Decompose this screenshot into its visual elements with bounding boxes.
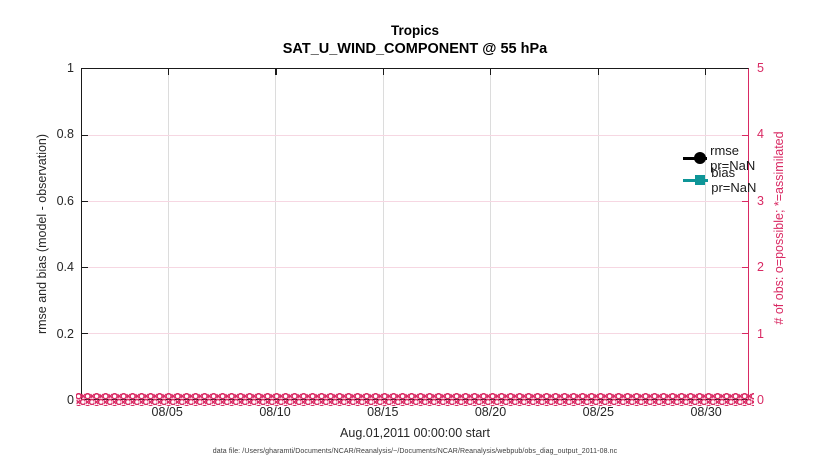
bias-line-sample (683, 174, 709, 185)
y-right-tick-label: 3 (757, 193, 764, 208)
x-tick-mark (597, 69, 599, 75)
y-right-tick-label: 0 (757, 393, 764, 407)
plot-area: rmse pr=NaN bias pr=NaN (81, 68, 756, 400)
legend-label-rmse: rmse pr=NaN (710, 143, 756, 173)
legend-item-bias: bias pr=NaN (683, 165, 765, 195)
y-left-tick-mark (82, 201, 88, 203)
x-tick-label: 08/05 (151, 405, 183, 419)
vertical-gridline (705, 69, 707, 399)
y-left-axis-title: rmse and bias (model - observation) (35, 133, 49, 335)
x-tick-mark (705, 69, 707, 75)
y-left-tick-label: 1 (67, 61, 74, 75)
y-left-tick-label: 0 (67, 393, 74, 407)
y-right-tick-label: 5 (757, 61, 764, 75)
plot-subtitle: SAT_U_WIND_COMPONENT @ 55 hPa (282, 41, 548, 57)
y-right-axis-title: # of obs: o=possible; *=assimilated (772, 131, 786, 325)
x-tick-label: 08/30 (690, 405, 722, 419)
plot-title: Tropics (390, 23, 439, 38)
legend-label-bias: bias pr=NaN (711, 165, 757, 195)
y-left-tick-label: 0.8 (56, 127, 74, 142)
y-right-tick-mark (742, 201, 748, 203)
y-left-tick-label: 0.4 (56, 260, 74, 275)
y-left-tick-mark (82, 333, 88, 335)
y-left-tick-label: 0.6 (56, 193, 74, 208)
x-tick-mark (167, 69, 170, 75)
horizontal-gridline (82, 333, 748, 334)
x-tick-label: 08/15 (367, 405, 399, 419)
x-tick-label: 08/10 (259, 405, 291, 419)
y-left-tick-label: 0.2 (56, 326, 74, 341)
y-right-tick-mark (742, 135, 748, 137)
y-right-tick-mark (742, 333, 748, 335)
bias-square-marker-icon (695, 174, 705, 185)
y-right-tick-label: 4 (757, 127, 764, 142)
x-tick-mark (275, 69, 277, 75)
vertical-gridline (597, 69, 599, 399)
legend: rmse pr=NaN bias pr=NaN (683, 143, 765, 195)
y-left-tick-mark (82, 267, 88, 269)
rmse-line-sample (683, 151, 708, 164)
data-file-caption: data file: /Users/gharamti/Documents/NCA… (212, 448, 618, 455)
x-axis-title: Aug.01,2011 00:00:00 start (340, 426, 490, 440)
x-tick-label: 08/20 (474, 405, 507, 419)
x-tick-mark (490, 69, 492, 75)
x-tick-mark (382, 69, 385, 75)
vertical-gridline (490, 69, 492, 399)
vertical-gridline (275, 69, 277, 399)
y-right-tick-label: 2 (757, 260, 764, 275)
vertical-gridline (167, 69, 169, 399)
x-tick-label: 08/25 (582, 405, 614, 419)
vertical-gridline (382, 69, 384, 399)
horizontal-gridline (82, 201, 748, 202)
horizontal-gridline (82, 267, 748, 268)
horizontal-gridline (82, 135, 748, 136)
y-right-tick-mark (742, 267, 748, 269)
legend-item-rmse: rmse pr=NaN (683, 143, 765, 173)
rmse-circle-marker-icon (694, 151, 706, 164)
y-right-tick-label: 1 (757, 326, 764, 341)
y-left-tick-mark (82, 135, 88, 137)
obs-count-marker-band (76, 393, 754, 406)
